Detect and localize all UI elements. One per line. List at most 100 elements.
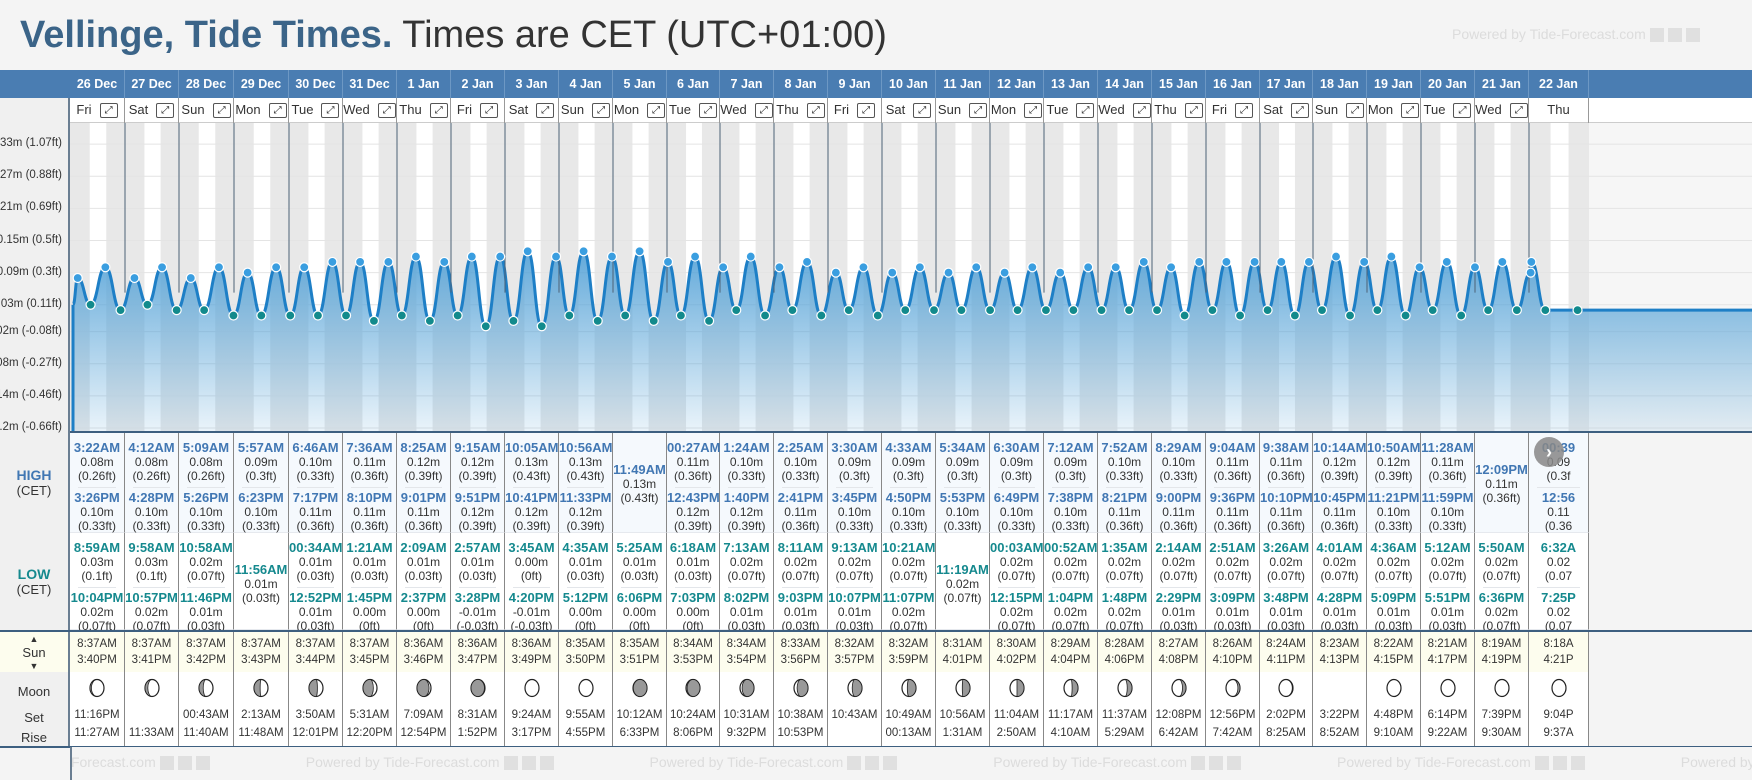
expand-day-icon[interactable]: ⤢ <box>857 103 876 119</box>
low-tide-height-ft: (0.07ft) <box>781 569 820 583</box>
tide-entry-divider <box>78 587 116 588</box>
expand-day-icon[interactable]: ⤢ <box>480 103 499 119</box>
expand-day-icon[interactable]: ⤢ <box>1509 103 1528 119</box>
high-tide-height-ft: (0.3ft) <box>1000 469 1033 483</box>
moon-cell: 3:22PM 8:52AM <box>1313 672 1367 746</box>
moonset-time: 4:48PM <box>1373 709 1414 721</box>
moon-phase-icon <box>1493 678 1510 698</box>
moon-phase-icon <box>253 678 269 698</box>
low-tide-height-ft: (0.07ft) <box>943 591 982 605</box>
sunrise-time: 8:24AM <box>1266 638 1306 650</box>
low-tide-height-ft: (0.07ft) <box>132 619 171 633</box>
low-tide-point <box>816 310 827 321</box>
expand-day-icon[interactable]: ⤢ <box>156 103 175 119</box>
date-header: 6 Jan <box>667 70 720 98</box>
weekday-cell: Thu ⤢ <box>1152 98 1206 123</box>
tide-entry-divider <box>513 587 550 588</box>
low-tide-point <box>115 305 126 316</box>
expand-day-icon[interactable]: ⤢ <box>377 103 396 119</box>
tide-entry-divider <box>459 587 496 588</box>
low-tide-time: 3:09PM <box>1209 590 1256 605</box>
expand-day-icon[interactable]: ⤢ <box>1453 103 1472 119</box>
low-tide-time: 4:28PM <box>1316 590 1363 605</box>
low-tide-cell: 10:21AM 0.02m (0.07ft) 11:07PM 0.02m (0.07ft) <box>882 533 936 633</box>
high-tide-point <box>1441 256 1452 268</box>
high-tide-height-m: 0.10m <box>1107 455 1142 469</box>
expand-day-icon[interactable]: ⤢ <box>1132 103 1151 119</box>
moonset-time: 7:09AM <box>403 709 444 721</box>
tide-entry-divider <box>890 587 927 588</box>
high-tide-point <box>495 251 506 262</box>
high-tide-time: 10:41PM <box>505 490 558 505</box>
low-tide-height-m: 0.00m <box>622 605 657 619</box>
moon-phase-icon <box>685 678 701 698</box>
tide-entry-divider <box>567 587 604 588</box>
sunset-time: 3:53PM <box>673 654 713 666</box>
powered-by-text: Powered by Tide-Forecast.com <box>70 754 156 770</box>
expand-day-icon[interactable]: ⤢ <box>1184 103 1203 119</box>
sun-cell: 8:27AM 4:08PM <box>1152 632 1206 672</box>
high-tide-height-m: 0.10m <box>999 505 1034 519</box>
low-tide-height-ft: (0.07ft) <box>835 569 874 583</box>
high-tide-time: 3:45PM <box>831 490 878 505</box>
expand-day-icon[interactable]: ⤢ <box>913 103 932 119</box>
low-tide-cell: 5:25AM 0.01m (0.03ft) 6:06PM 0.00m (0ft) <box>613 533 667 633</box>
high-tide-point <box>1359 256 1370 268</box>
low-tide-height-ft: (0.03ft) <box>350 569 389 583</box>
high-tide-height-ft: (0.36ft) <box>1266 469 1305 483</box>
tide-forecast-logo-icon <box>159 756 174 771</box>
high-tide-height-m: 0.09m <box>1053 455 1088 469</box>
high-tide-height-ft: (0.33ft) <box>186 519 225 533</box>
high-tide-point <box>1221 256 1232 268</box>
chevron-right-icon: › <box>1546 442 1552 462</box>
expand-day-icon[interactable]: ⤢ <box>1346 103 1365 119</box>
expand-day-icon[interactable]: ⤢ <box>1235 103 1254 119</box>
high-tide-height-m: 0.11m <box>1269 505 1303 519</box>
expand-day-icon[interactable]: ⤢ <box>592 103 611 119</box>
low-tide-time: 2:37PM <box>400 590 447 605</box>
high-tide-point <box>1386 251 1397 262</box>
moon-cell: 10:43AM <box>828 672 882 746</box>
low-tide-point <box>424 315 435 326</box>
weekday-cell: Mon ⤢ <box>990 98 1044 123</box>
expand-day-icon[interactable]: ⤢ <box>754 103 773 119</box>
expand-day-icon[interactable]: ⤢ <box>698 103 717 119</box>
expand-day-icon[interactable]: ⤢ <box>268 103 287 119</box>
tide-forecast-logo-icon <box>1685 28 1700 43</box>
expand-day-icon[interactable]: ⤢ <box>1401 103 1420 119</box>
high-tide-point <box>439 256 450 268</box>
expand-day-icon[interactable]: ⤢ <box>321 103 340 119</box>
high-tide-height-ft: (0.33ft) <box>781 469 820 483</box>
expand-day-icon[interactable]: ⤢ <box>647 103 666 119</box>
low-tide-time: 1:45PM <box>346 590 393 605</box>
high-tide-time: 11:28AM <box>1421 440 1474 455</box>
expand-day-icon[interactable]: ⤢ <box>969 103 988 119</box>
expand-day-icon[interactable]: ⤢ <box>1076 103 1095 119</box>
high-tide-point <box>634 246 645 257</box>
high-tide-height-m: 0.08m <box>189 455 223 469</box>
low-tide-height-m: 0.01m <box>1322 605 1357 619</box>
expand-day-icon[interactable]: ⤢ <box>806 103 825 119</box>
high-tide-time: 8:10PM <box>346 490 393 505</box>
weekday-label: Thu <box>776 102 799 117</box>
low-tide-point <box>1400 310 1411 321</box>
sunset-time: 4:15PM <box>1373 654 1414 666</box>
moonrise-time: 8:25AM <box>1266 727 1306 739</box>
moon-phase-empty <box>1313 672 1366 706</box>
high-tide-point <box>1027 262 1038 273</box>
low-tide-height-m: 0.01m <box>837 605 872 619</box>
expand-day-icon[interactable]: ⤢ <box>536 103 555 119</box>
high-tide-time: 10:45PM <box>1313 490 1366 505</box>
expand-day-icon[interactable]: ⤢ <box>99 103 118 119</box>
expand-day-icon[interactable]: ⤢ <box>1290 103 1309 119</box>
moonrise-time: 9:32PM <box>726 727 767 739</box>
weekday-cell: Sun ⤢ <box>936 98 990 123</box>
high-tide-height-m: 0.11m <box>353 505 386 519</box>
next-arrow-button[interactable]: › <box>1534 437 1564 467</box>
expand-day-icon[interactable]: ⤢ <box>429 103 448 119</box>
low-tide-time: 11:19AM <box>936 562 989 577</box>
expand-day-icon[interactable]: ⤢ <box>212 103 231 119</box>
low-tide-point <box>480 321 491 332</box>
expand-day-icon[interactable]: ⤢ <box>1024 103 1043 119</box>
low-tide-point <box>1289 310 1300 321</box>
